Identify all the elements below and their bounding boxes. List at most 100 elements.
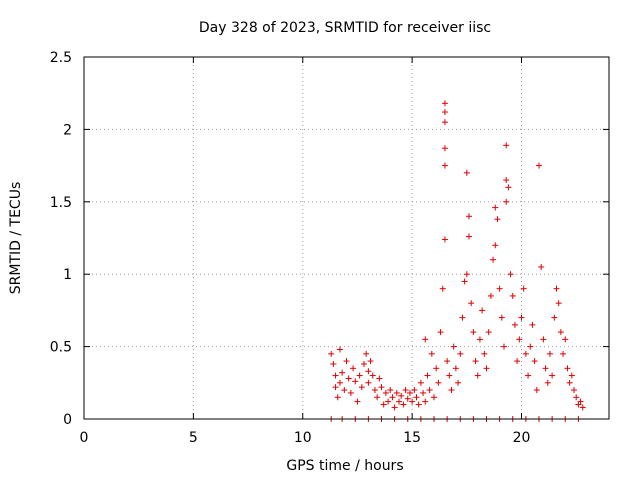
- data-point: [376, 375, 383, 382]
- data-point: [452, 365, 459, 372]
- data-point: [466, 213, 472, 220]
- data-point: [413, 394, 420, 401]
- data-point: [479, 307, 486, 314]
- data-point: [461, 278, 468, 285]
- data-point: [492, 204, 499, 211]
- data-point: [332, 372, 339, 379]
- data-point: [396, 398, 402, 405]
- data-point: [555, 300, 562, 307]
- data-point: [533, 387, 540, 394]
- data-point: [448, 387, 455, 394]
- data-point: [441, 109, 448, 116]
- data-point: [503, 142, 510, 149]
- data-point: [367, 358, 374, 365]
- y-tick-label: 0: [63, 412, 72, 428]
- data-point: [546, 350, 553, 357]
- data-point: [400, 401, 407, 408]
- data-point: [363, 350, 370, 357]
- data-point: [385, 398, 392, 405]
- y-tick-label: 1: [63, 267, 72, 283]
- data-point: [516, 336, 523, 343]
- data-point: [466, 233, 472, 240]
- data-point: [538, 263, 545, 270]
- plot-frame: [83, 56, 610, 420]
- data-point: [468, 300, 475, 307]
- data-point: [404, 395, 411, 402]
- data-point: [424, 372, 431, 379]
- data-point: [529, 321, 536, 328]
- data-point: [514, 358, 521, 365]
- data-point: [428, 350, 435, 357]
- data-point: [415, 401, 422, 408]
- data-point: [411, 387, 418, 394]
- data-point: [503, 177, 510, 184]
- data-point: [389, 394, 396, 401]
- data-point: [441, 119, 448, 126]
- data-point: [387, 387, 394, 394]
- grid: [84, 57, 609, 419]
- data-point: [577, 398, 584, 405]
- data-point: [501, 343, 507, 350]
- data-point: [463, 271, 470, 278]
- data-point: [354, 398, 361, 405]
- data-point: [435, 379, 442, 386]
- data-point: [568, 372, 575, 379]
- data-point: [498, 314, 505, 321]
- data-point: [505, 184, 512, 191]
- data-point: [511, 321, 518, 328]
- data-point: [345, 375, 352, 382]
- data-point: [560, 350, 567, 357]
- x-tick-label: 10: [294, 430, 312, 446]
- data-point: [496, 285, 503, 292]
- data-point: [402, 387, 409, 394]
- data-point: [472, 358, 479, 365]
- data-point: [356, 372, 363, 379]
- data-point: [426, 387, 433, 394]
- data-point: [470, 329, 477, 336]
- data-point: [518, 314, 525, 321]
- data-point: [358, 384, 365, 391]
- data-point: [352, 378, 359, 385]
- data-point: [476, 336, 483, 343]
- data-point: [441, 162, 448, 169]
- data-point: [507, 271, 514, 278]
- y-tick-label: 0.5: [50, 340, 72, 356]
- data-point: [564, 365, 571, 372]
- data-point: [439, 285, 446, 292]
- data-point: [328, 350, 335, 357]
- data-point: [369, 372, 376, 379]
- data-point: [332, 384, 339, 391]
- data-point: [485, 329, 492, 336]
- data-point: [398, 392, 405, 399]
- data-point: [441, 236, 448, 243]
- data-point: [409, 398, 416, 405]
- data-point: [503, 198, 510, 205]
- data-point: [431, 394, 437, 401]
- data-points: [328, 100, 586, 422]
- y-tick-label: 2: [63, 122, 72, 138]
- data-point: [371, 387, 378, 394]
- data-point: [380, 401, 387, 408]
- data-point: [522, 350, 529, 357]
- x-axis-ticks: 0 5 10 15 20: [80, 57, 531, 446]
- x-tick-label: 15: [403, 430, 421, 446]
- data-point: [444, 358, 451, 365]
- x-tick-label: 0: [80, 430, 89, 446]
- data-point: [422, 336, 429, 343]
- data-point: [474, 372, 481, 379]
- data-point: [378, 384, 385, 391]
- data-point: [481, 350, 488, 357]
- data-point: [422, 398, 429, 405]
- data-point: [334, 394, 341, 401]
- y-axis-ticks: 0 0.5 1 1.5 2 2.5: [50, 50, 609, 428]
- y-tick-label: 1.5: [50, 195, 72, 211]
- data-point: [520, 285, 527, 292]
- data-point: [391, 404, 398, 411]
- data-point: [393, 389, 400, 396]
- data-point: [365, 368, 372, 375]
- data-point: [343, 358, 350, 365]
- x-tick-label: 20: [513, 430, 531, 446]
- data-point: [433, 365, 440, 372]
- y-axis-label: SRMTID / TECUs: [8, 182, 24, 295]
- data-point: [573, 394, 580, 401]
